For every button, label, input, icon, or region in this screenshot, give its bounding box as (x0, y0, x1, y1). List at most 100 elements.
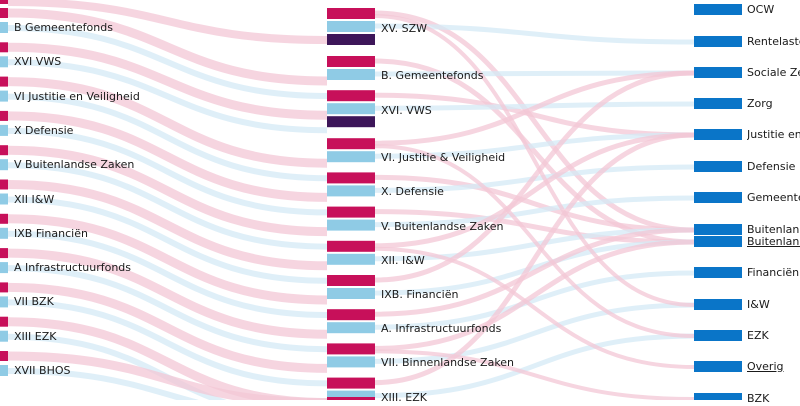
mid-bar-in-xvi-vws (327, 103, 375, 115)
left-label-xiii-ezk: XIII EZK (14, 329, 57, 343)
right-bar-financien (694, 267, 742, 278)
left-bar-in-x-defensie (0, 124, 8, 136)
mid-bar-out-vi-justitie-en-veiligheid (327, 138, 375, 150)
flow-mid-right-out-6 (374, 132, 695, 249)
mid-bar-out-bottom (327, 397, 375, 400)
right-label-overig[interactable]: Overig (747, 360, 784, 373)
flow-left-mid-in-8 (7, 299, 328, 387)
mid-bar-out-ixb-financien (327, 275, 375, 286)
flow-left-mid-in-2 (7, 93, 328, 182)
right-bar-sociale-zekerheid (694, 67, 742, 78)
flow-mid-right-in-10 (374, 333, 695, 399)
flow-left-mid-top (7, 0, 328, 44)
left-bar-in-vi-justitie-en-veiligheid (0, 90, 8, 102)
mid-bar-in-a-infrastructuurfonds (327, 322, 375, 334)
right-bar-ocw (694, 4, 742, 15)
right-label-buitenlandse-zaken: Buitenlandse Zaken (747, 223, 800, 236)
flow-mid-right-out-5 (374, 209, 695, 245)
mid-bar-in-x-defensie (327, 185, 375, 197)
mid-bar-out-xvi-vws (327, 90, 375, 102)
flow-left-mid-out-0 (7, 8, 328, 86)
mid-label-xvi-vws: XVI. VWS (381, 104, 432, 118)
mid-label-ixb-financien: IXB. Financiën (381, 288, 459, 301)
flow-left-mid-in-1 (7, 59, 328, 134)
left-bar-in-xii-ienw (0, 193, 8, 205)
left-label-a-infrastructuurfonds: A Infrastructuurfonds (14, 261, 132, 275)
mid-bar-out-x-defensie (327, 172, 375, 184)
mid-bar-in-vii-binnenlandse-zaken (327, 356, 375, 368)
flow-mid-right-out-3 (374, 70, 695, 146)
left-bar-out-xvi-vws (0, 42, 8, 53)
mid-label-xiii-ezk: XIII. EZK (381, 390, 427, 404)
flow-mid-right-low-2 (374, 246, 695, 369)
right-label-bzk: BZK (747, 392, 770, 405)
mid-bar-out-vii-binnenlandse-zaken (327, 343, 375, 355)
flow-mid-right-in-5 (374, 195, 695, 228)
flow-mid-right-out-7 (374, 70, 695, 283)
left-bar-out-xiii-ezk (0, 316, 8, 327)
left-bar-in-xiii-ezk (0, 330, 8, 342)
left-bar-out-ixb-financien (0, 213, 8, 224)
right-bar-buitenlandse-zaken (694, 224, 742, 235)
left-label-xii-ienw: XII I&W (14, 192, 55, 206)
mid-bar-out-b-gemeentefonds (327, 56, 375, 67)
flow-left-mid-in-7 (7, 265, 328, 353)
flow-mid-right-in-6 (374, 227, 695, 262)
mid-bar-in-v-buitenlandse-zaken (327, 219, 375, 231)
left-label-xvi-vws: XVI VWS (14, 55, 62, 69)
right-bar-bzk (694, 393, 742, 400)
left-bar-in-a-infrastructuurfonds (0, 262, 8, 274)
right-bar-ezk (694, 330, 742, 341)
left-bar-out-x-defensie (0, 110, 8, 121)
right-bar-buitenlandse-handel (694, 236, 742, 247)
left-bar-out-vi-justitie-en-veiligheid (0, 76, 8, 87)
flow-mid-right-out-8 (374, 227, 695, 317)
left-bar-in-xvii-bhos (0, 365, 8, 376)
flow-mid-right-low-1 (374, 144, 695, 338)
mid-label-a-infrastructuurfonds: A. Infrastructuurfonds (381, 322, 502, 336)
flow-mid-right-out-10 (374, 132, 695, 386)
flow-left-mid-out-7 (7, 248, 328, 339)
right-label-rentelasten: Rentelasten (747, 35, 800, 48)
right-label-gemeentefonds: Gemeentefonds (747, 191, 800, 204)
left-bar-in-ixb-financien (0, 227, 8, 239)
flow-left-mid-out-5 (7, 180, 328, 271)
left-bar-in-vii-bzk (0, 296, 8, 308)
mid-bar-saldo-xvi-vws (327, 116, 375, 128)
flow-mid-right-in-1 (374, 70, 695, 77)
right-label-buitenlandse-handel[interactable]: Buitenlandse Handel (747, 235, 800, 248)
flow-mid-right-out-4 (374, 174, 695, 233)
flow-left-mid-in-5 (7, 196, 328, 284)
flow-left-mid-in-6 (7, 230, 328, 318)
right-bar-zorg (694, 98, 742, 109)
right-label-ezk: EZK (747, 329, 769, 342)
mid-label-vii-binnenlandse-zaken: VII. Binnenlandse Zaken (381, 356, 515, 370)
left-bar-in-xvi-vws (0, 56, 8, 68)
mid-bar-out-xv-szw (327, 8, 375, 19)
mid-bar-in-xii-ienw (327, 253, 375, 265)
right-label-financien: Financiën (747, 266, 800, 279)
right-label-defensie: Defensie (747, 160, 796, 173)
left-label-vi-justitie-en-veiligheid: VI Justitie en Veiligheid (14, 89, 140, 103)
mid-bar-saldo-xv-szw (327, 34, 375, 45)
left-label-b-gemeentefonds: B Gemeentefonds (14, 21, 113, 34)
mid-label-b-gemeentefonds: B. Gemeentefonds (381, 69, 484, 82)
flow-left-mid-in-0 (7, 25, 328, 99)
mid-label-v-buitenlandse-zaken: V. Buitenlandse Zaken (381, 219, 504, 233)
mid-bar-out-v-buitenlandse-zaken (327, 206, 375, 218)
left-label-xvii-bhos: XVII BHOS (14, 364, 71, 377)
flow-mid-right-low-3 (374, 349, 695, 400)
flow-mid-right-in-8 (374, 270, 695, 330)
flow-mid-right-low-0 (374, 14, 695, 307)
right-bar-defensie (694, 161, 742, 172)
left-label-v-buitenlandse-zaken: V Buitenlandse Zaken (14, 158, 135, 172)
flow-left-mid-in-3 (7, 127, 328, 216)
left-bar-out-xvii-bhos (0, 351, 8, 361)
right-bar-rentelasten (694, 36, 742, 47)
mid-bar-in-vi-justitie-en-veiligheid (327, 151, 375, 163)
mid-bar-out-a-infrastructuurfonds (327, 309, 375, 321)
flow-left-mid-out-1 (7, 42, 328, 120)
left-bar-out-top (0, 0, 8, 4)
right-bar-overig (694, 361, 742, 372)
